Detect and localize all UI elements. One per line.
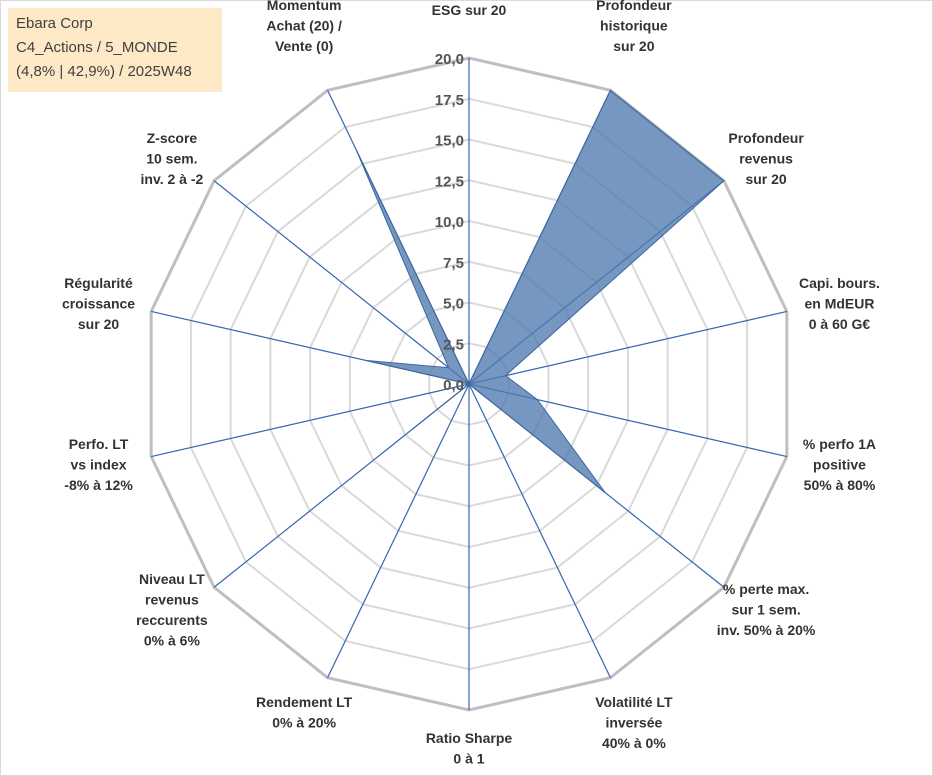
axis-label-line: Régularité: [64, 275, 133, 291]
axis-label-line: 0 à 1: [453, 751, 484, 767]
axis-label: % perte max. sur 1 sem. inv. 50% à 20%: [717, 581, 816, 638]
axis-label-line: 40% à 0%: [602, 735, 666, 751]
axis-label: Rendement LT 0% à 20%: [256, 694, 353, 731]
axis-label-line: Vente (0): [275, 38, 333, 54]
axis-label-line: % perfo 1A: [803, 436, 876, 452]
tick-label: 7,5: [443, 255, 464, 272]
axis-label: Profondeur revenus sur 20: [728, 130, 804, 187]
axis-spoke: [151, 383, 470, 458]
company-name: Ebara Corp: [16, 15, 93, 32]
axis-label-line: Momentum: [267, 0, 342, 13]
axis-label-line: inversée: [605, 715, 662, 731]
axis-label-line: 0% à 20%: [272, 715, 336, 731]
series-layer: [355, 89, 725, 494]
axis-spoke: [468, 383, 611, 678]
axis-label: Z-score 10 sem. inv. 2 à -2: [141, 130, 204, 187]
axis-label-line: 10 sem.: [146, 150, 197, 166]
axis-spoke: [213, 180, 470, 385]
tick-label: 15,0: [435, 133, 464, 150]
portfolio-name: C4_Actions / 5_MONDE: [16, 39, 178, 56]
tick-label: 12,5: [435, 173, 464, 190]
axis-label-line: Niveau LT: [139, 571, 205, 587]
tick-label: 20,0: [435, 51, 464, 68]
axis-label-line: Profondeur: [596, 0, 672, 13]
axis-label-layer: NoteESG sur 20 Profondeur historique sur 20…: [62, 0, 880, 767]
tick-label: 5,0: [443, 296, 464, 313]
axis-label-line: croissance: [62, 295, 135, 311]
axis-label-line: Perfo. LT: [69, 436, 129, 452]
axis-label: Capi. bours. en MdEUR 0 à 60 G€: [799, 275, 880, 332]
tick-label: 2,5: [443, 336, 464, 353]
axis-label: Perfo. LT vs index -8% à 12%: [64, 436, 133, 493]
data-series-area: [355, 89, 725, 494]
axis-label-line: Profondeur: [728, 130, 804, 146]
axis-label-line: Rendement LT: [256, 694, 353, 710]
axis-label-line: ESG sur 20: [432, 2, 507, 18]
axis-label-line: reccurents: [136, 612, 208, 628]
axis-label: Ratio Sharpe 0 à 1: [426, 730, 513, 767]
axis-label-line: positive: [813, 457, 866, 473]
axis-label: % perfo 1A positive 50% à 80%: [803, 436, 876, 493]
axis-label: Régularité croissance sur 20: [62, 275, 135, 332]
tick-layer: 0,0 2,5 5,0 7,5 10,0 12,5 15,0 17,5 20,0: [435, 51, 464, 394]
axis-label-line: % perte max.: [723, 581, 809, 597]
axis-label-line: en MdEUR: [804, 295, 874, 311]
axis-label: Momentum Achat (20) / Vente (0): [266, 0, 342, 54]
axis-label-line: historique: [600, 17, 668, 33]
axis-label-line: Ratio Sharpe: [426, 730, 513, 746]
axis-spoke: [327, 383, 470, 678]
tick-label: 17,5: [435, 92, 464, 109]
axis-label-line: inv. 50% à 20%: [717, 622, 816, 638]
axis-label: Volatilité LT inversée 40% à 0%: [595, 694, 673, 751]
axis-label-line: Volatilité LT: [595, 694, 673, 710]
axis-label-line: Capi. bours.: [799, 275, 880, 291]
axis-label-line: sur 20: [745, 171, 786, 187]
axis-label: Niveau LT revenus reccurents 0% à 6%: [136, 571, 208, 649]
tick-label: 0,0: [443, 377, 464, 394]
axis-label-line: -8% à 12%: [64, 477, 133, 493]
tick-label: 10,0: [435, 214, 464, 231]
axis-label-line: 0 à 60 G€: [809, 316, 871, 332]
axis-spoke: [468, 310, 787, 385]
axis-label-line: sur 20: [78, 316, 119, 332]
axis-label-line: Achat (20) /: [266, 17, 342, 33]
info-box: Ebara Corp C4_Actions / 5_MONDE (4,8% | …: [8, 8, 222, 92]
axis-label-line: revenus: [739, 150, 793, 166]
axis-label: NoteESG sur 20: [432, 0, 507, 18]
axis-label-line: Z-score: [147, 130, 198, 146]
axis-label-line: 0% à 6%: [144, 632, 201, 648]
axis-label-line: sur 20: [613, 38, 654, 54]
axis-label-line: inv. 2 à -2: [141, 171, 204, 187]
portfolio-stats: (4,8% | 42,9%) / 2025W48: [16, 63, 192, 80]
axis-label-line: 50% à 80%: [804, 477, 876, 493]
axis-label: Profondeur historique sur 20: [596, 0, 672, 54]
axis-label-line: revenus: [145, 591, 199, 607]
axis-label-line: vs index: [71, 457, 127, 473]
axis-label-line: sur 1 sem.: [731, 602, 800, 618]
